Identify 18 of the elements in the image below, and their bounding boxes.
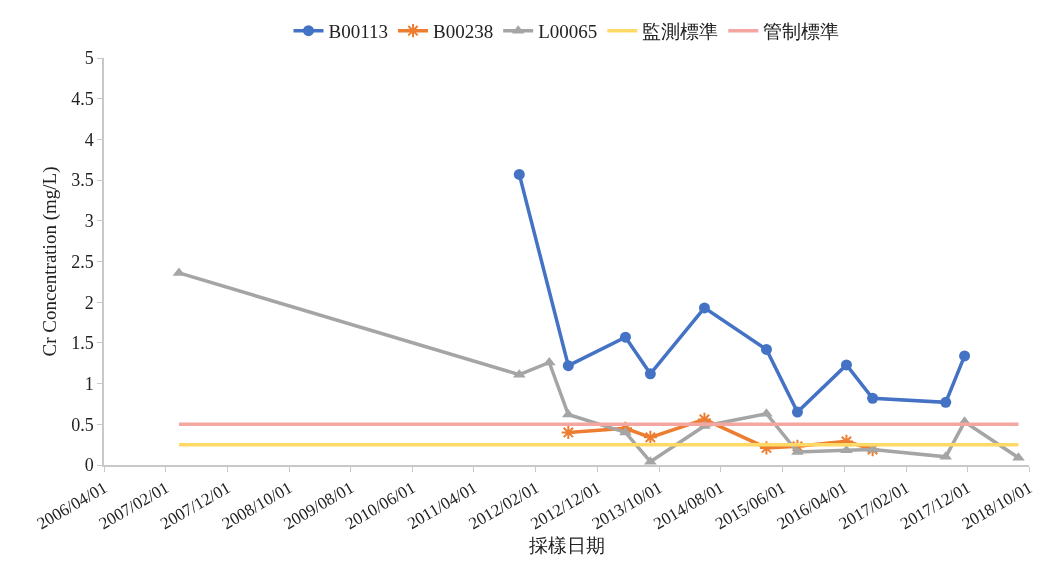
x-axis-title: 採樣日期: [528, 535, 605, 557]
legend-label: 監測標準: [642, 21, 719, 43]
legend-label: 管制標準: [763, 21, 840, 43]
y-tick-label: 3: [84, 211, 94, 232]
legend-label: L00065: [538, 21, 598, 43]
y-tick-label: 0.5: [71, 414, 94, 435]
y-tick-label: 4.5: [71, 89, 94, 109]
legend-label: B00238: [432, 21, 494, 43]
legend-label: B00113: [328, 21, 388, 43]
y-tick-label: 5: [84, 48, 94, 69]
y-tick-label: 1.5: [71, 333, 94, 354]
y-tick-label: 0: [84, 455, 94, 476]
y-tick-label: 2: [84, 292, 94, 313]
y-tick-label: 4: [84, 129, 94, 150]
y-tick-label: 3.5: [71, 170, 94, 191]
y-axis-title: Cr Concentration (mg/L): [38, 166, 61, 357]
y-tick-label: 1: [84, 373, 94, 394]
y-tick-label: 2.5: [71, 251, 94, 272]
